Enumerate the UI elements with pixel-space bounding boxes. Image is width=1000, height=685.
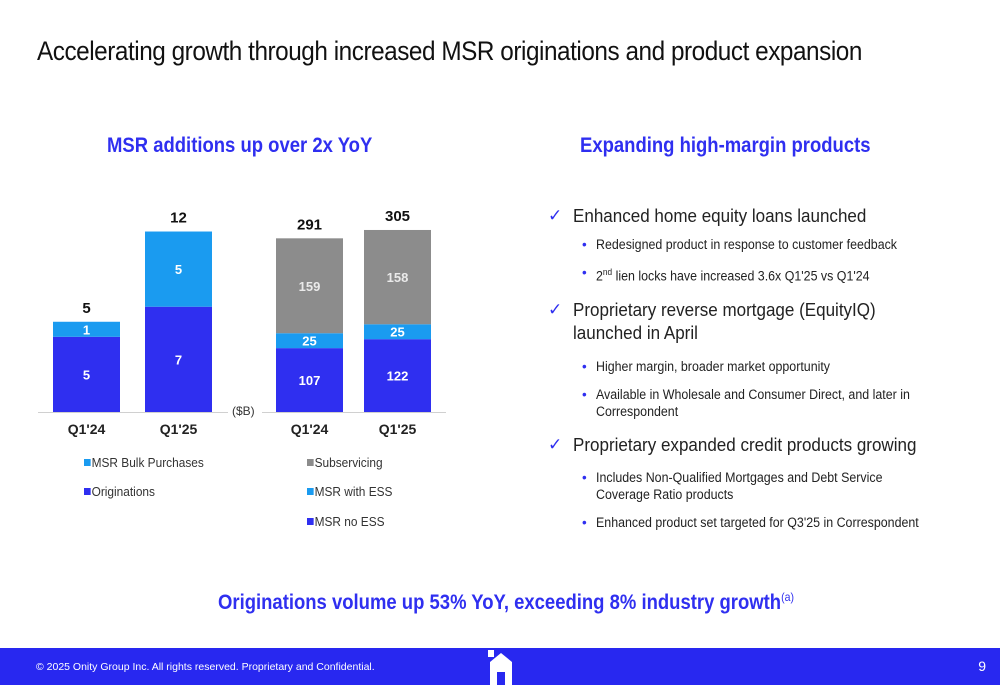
data-label: 25 bbox=[390, 325, 404, 340]
sub-bullet-text: Available in Wholesale and Consumer Dire… bbox=[596, 386, 910, 419]
bar-segment bbox=[276, 348, 343, 412]
onity-logo-icon bbox=[488, 650, 512, 685]
check-icon: ✓ bbox=[548, 434, 563, 454]
product-bullet-list: ✓ Enhanced home equity loans launched • Re… bbox=[548, 204, 968, 542]
legend-item-msr-with-ess: MSR with ESS bbox=[307, 485, 392, 499]
bullet-icon: • bbox=[582, 237, 587, 252]
main-bullet-text: Proprietary reverse mortgage (EquityIQ) … bbox=[573, 298, 876, 343]
bar-segment bbox=[276, 333, 343, 349]
sub-bullet-text: Redesigned product in response to custom… bbox=[596, 237, 898, 252]
legend-item-msr-no-ess: MSR no ESS bbox=[307, 515, 385, 529]
legend-label: Subservicing bbox=[314, 456, 383, 470]
legend-swatch bbox=[307, 459, 314, 466]
sub-bullet-sup: nd bbox=[602, 267, 613, 277]
legend-item-originations: Originations bbox=[84, 485, 155, 499]
sub-bullet: • Enhanced product set targeted for Q3'25… bbox=[548, 514, 968, 531]
msr-additions-charts: 5 1 5 Q1'24 7 5 12 Q1'25 107 25 159 291 Q1'24 122 25 15… bbox=[38, 208, 446, 437]
bar-segment bbox=[364, 229, 431, 325]
legend-label: Originations bbox=[91, 485, 155, 499]
callout-footnote-ref: (a) bbox=[781, 590, 794, 604]
check-icon: ✓ bbox=[548, 299, 563, 319]
main-bullet: ✓ Proprietary reverse mortgage (EquityIQ)… bbox=[548, 298, 968, 344]
sub-bullet-text: 2nd lien locks have increased 3.6x Q1'25… bbox=[596, 264, 966, 285]
total-label: 291 bbox=[297, 216, 322, 233]
main-bullet-text: Enhanced home equity loans launched bbox=[573, 205, 867, 226]
bar-segment bbox=[364, 339, 431, 412]
copyright-text: © 2025 Onity Group Inc. All rights reser… bbox=[36, 661, 375, 673]
sub-bullet-text: Higher margin, broader market opportunit… bbox=[596, 358, 831, 374]
page-number: 9 bbox=[978, 658, 986, 674]
footer-bar: © 2025 Onity Group Inc. All rights reser… bbox=[0, 648, 1000, 685]
legend-swatch bbox=[307, 488, 314, 495]
sub-bullet-text: Includes Non-Qualified Mortgages and Deb… bbox=[596, 469, 883, 502]
main-bullet: ✓ Enhanced home equity loans launched bbox=[548, 204, 968, 227]
sub-bullet: • 2nd lien locks have increased 3.6x Q1'2… bbox=[548, 264, 968, 285]
sub-bullet: • Redesigned product in response to custo… bbox=[548, 236, 968, 253]
data-label: 25 bbox=[302, 334, 316, 349]
total-label: 12 bbox=[170, 210, 187, 227]
x-tick-label: Q1'25 bbox=[160, 421, 198, 437]
sub-bullet-pre: 2 bbox=[596, 268, 603, 284]
main-bullet-text: Proprietary expanded credit products gro… bbox=[573, 433, 917, 455]
bullet-icon: • bbox=[582, 358, 587, 374]
bar-segment bbox=[145, 306, 212, 412]
sub-bullet: • Includes Non-Qualified Mortgages and De… bbox=[548, 469, 968, 503]
bar-segment bbox=[53, 321, 120, 337]
total-label: 5 bbox=[82, 300, 90, 317]
legend-swatch bbox=[84, 459, 91, 466]
data-label: 5 bbox=[83, 367, 90, 382]
x-tick-label: Q1'25 bbox=[379, 421, 417, 437]
sub-bullet-rest: lien locks have increased 3.6x Q1'25 vs … bbox=[612, 268, 870, 284]
main-bullet: ✓ Proprietary expanded credit products gr… bbox=[548, 433, 968, 456]
callout-text: Originations volume up 53% YoY, exceedin… bbox=[218, 591, 782, 614]
data-label: 5 bbox=[175, 262, 182, 277]
bar-segment bbox=[145, 231, 212, 307]
data-label: 7 bbox=[175, 352, 182, 367]
total-label: 305 bbox=[385, 208, 410, 225]
x-tick-label: Q1'24 bbox=[68, 421, 106, 437]
bar-segment bbox=[364, 324, 431, 340]
sub-bullet: • Available in Wholesale and Consumer Dir… bbox=[548, 386, 968, 420]
slide-title: Accelerating growth through increased MS… bbox=[37, 36, 862, 66]
legend-label: MSR Bulk Purchases bbox=[91, 456, 204, 470]
legend-label: MSR no ESS bbox=[314, 515, 385, 529]
x-tick-label: Q1'24 bbox=[291, 421, 329, 437]
bar-segment bbox=[53, 336, 120, 412]
data-label: 122 bbox=[387, 369, 409, 384]
data-label: 107 bbox=[299, 373, 321, 388]
legend-item-msr-bulk-purchases: MSR Bulk Purchases bbox=[84, 456, 204, 470]
originations-callout: Originations volume up 53% YoY, exceedin… bbox=[218, 590, 794, 615]
bar-segment bbox=[276, 238, 343, 334]
data-label: 159 bbox=[299, 279, 321, 294]
legend-swatch bbox=[84, 488, 91, 495]
legend-swatch bbox=[307, 518, 314, 525]
check-icon: ✓ bbox=[548, 206, 563, 225]
bullet-icon: • bbox=[582, 469, 587, 485]
sub-bullet-text: Enhanced product set targeted for Q3'25 … bbox=[596, 514, 919, 530]
left-section-title: MSR additions up over 2x YoY bbox=[107, 134, 373, 157]
data-label: 1 bbox=[83, 322, 90, 337]
bullet-icon: • bbox=[582, 265, 587, 280]
bullet-icon: • bbox=[582, 514, 587, 530]
unit-label: ($B) bbox=[232, 404, 255, 418]
legend-label: MSR with ESS bbox=[314, 485, 393, 499]
data-label: 158 bbox=[387, 270, 409, 285]
right-section-title: Expanding high-margin products bbox=[580, 134, 871, 157]
bullet-icon: • bbox=[582, 386, 587, 402]
legend-item-subservicing: Subservicing bbox=[307, 456, 383, 470]
sub-bullet: • Higher margin, broader market opportuni… bbox=[548, 358, 968, 375]
